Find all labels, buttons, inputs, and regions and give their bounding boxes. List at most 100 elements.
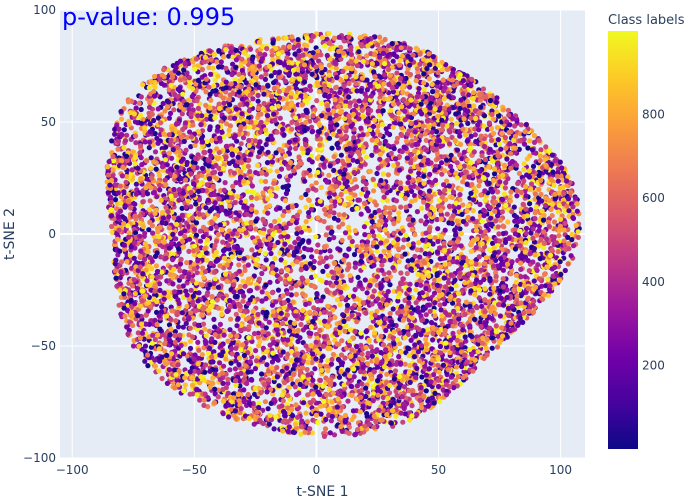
scatter-point (240, 342, 245, 347)
scatter-point (487, 292, 492, 297)
scatter-point (267, 422, 272, 427)
scatter-point (277, 174, 282, 179)
scatter-point (486, 164, 491, 169)
scatter-point (524, 231, 529, 236)
scatter-point (317, 129, 322, 134)
scatter-point (238, 327, 243, 332)
scatter-point (190, 94, 195, 99)
scatter-point (194, 388, 199, 393)
scatter-point (442, 301, 447, 306)
scatter-point (348, 273, 353, 278)
scatter-point (496, 231, 501, 236)
scatter-point (216, 394, 221, 399)
scatter-point (492, 171, 497, 176)
scatter-point (238, 284, 243, 289)
scatter-point (352, 252, 357, 257)
scatter-point (412, 232, 417, 237)
scatter-point (294, 292, 299, 297)
scatter-point (337, 35, 342, 40)
scatter-point (538, 147, 543, 152)
scatter-point (333, 85, 338, 90)
scatter-point (482, 124, 487, 129)
scatter-point (324, 264, 329, 269)
scatter-point (549, 247, 554, 252)
scatter-point (320, 269, 325, 274)
scatter-point (207, 176, 212, 181)
scatter-point (221, 411, 226, 416)
scatter-point (228, 317, 233, 322)
scatter-point (311, 265, 316, 270)
scatter-point (195, 174, 200, 179)
scatter-point (147, 105, 152, 110)
scatter-point (459, 231, 464, 236)
scatter-point (455, 148, 460, 153)
scatter-point (241, 387, 246, 392)
scatter-point (110, 230, 115, 235)
scatter-point (261, 355, 266, 360)
scatter-point (414, 412, 419, 417)
scatter-point (161, 101, 166, 106)
scatter-point (265, 160, 270, 165)
scatter-point (216, 285, 221, 290)
scatter-point (413, 287, 418, 292)
scatter-point (202, 370, 207, 375)
scatter-point (208, 385, 213, 390)
scatter-point (208, 360, 213, 365)
scatter-point (166, 214, 171, 219)
scatter-point (171, 187, 176, 192)
scatter-point (249, 247, 254, 252)
scatter-point (154, 167, 159, 172)
scatter-point (296, 328, 301, 333)
scatter-point (333, 60, 338, 65)
scatter-point (171, 107, 176, 112)
scatter-point (537, 138, 542, 143)
scatter-point (552, 219, 557, 224)
scatter-point (253, 120, 258, 125)
scatter-point (427, 76, 432, 81)
scatter-point (124, 133, 129, 138)
scatter-point (253, 366, 258, 371)
scatter-point (479, 268, 484, 273)
scatter-point (505, 219, 510, 224)
scatter-point (393, 414, 398, 419)
scatter-point (188, 346, 193, 351)
scatter-point (500, 223, 505, 228)
scatter-point (384, 372, 389, 377)
scatter-point (173, 193, 178, 198)
scatter-point (224, 385, 229, 390)
scatter-point (307, 310, 312, 315)
scatter-point (478, 192, 483, 197)
scatter-point (203, 103, 208, 108)
scatter-point (111, 167, 116, 172)
scatter-point (221, 399, 226, 404)
scatter-point (211, 317, 216, 322)
scatter-point (520, 219, 525, 224)
scatter-point (515, 219, 520, 224)
scatter-point (248, 47, 253, 52)
scatter-point (400, 90, 405, 95)
scatter-point (305, 392, 310, 397)
scatter-point (232, 171, 237, 176)
scatter-point (403, 362, 408, 367)
scatter-point (146, 227, 151, 232)
scatter-point (415, 209, 420, 214)
scatter-point (498, 218, 503, 223)
scatter-point (159, 127, 164, 132)
scatter-point (256, 99, 261, 104)
scatter-point (254, 210, 259, 215)
scatter-point (285, 291, 290, 296)
scatter-point (436, 384, 441, 389)
scatter-point (339, 153, 344, 158)
scatter-point (308, 331, 313, 336)
scatter-point (409, 189, 414, 194)
scatter-point (216, 232, 221, 237)
scatter-point (409, 403, 414, 408)
scatter-point (454, 364, 459, 369)
scatter-point (497, 141, 502, 146)
scatter-point (282, 160, 287, 165)
scatter-point (396, 354, 401, 359)
scatter-point (283, 79, 288, 84)
scatter-point (327, 136, 332, 141)
